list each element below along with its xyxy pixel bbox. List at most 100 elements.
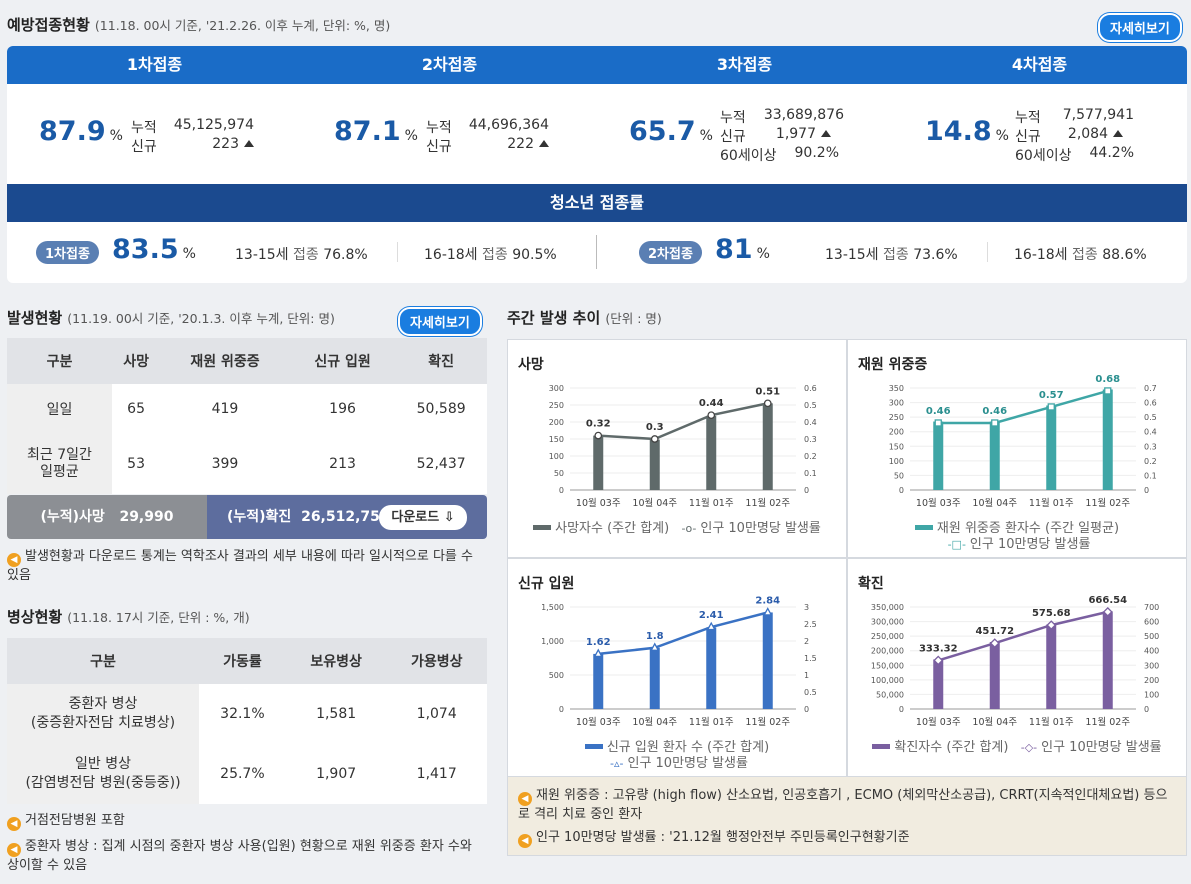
bar	[706, 415, 717, 490]
y2-tick-label: 0.4	[804, 418, 817, 427]
data-label: 0.3	[646, 422, 664, 433]
table-header-row: 구분 사망 재원 위중증 신규 입원 확진	[7, 338, 487, 384]
series-line	[598, 402, 769, 441]
bar	[593, 435, 604, 490]
vaccination-subtitle: (11.18. 00시 기준, '21.2.26. 이후 누계, 단위: %, …	[94, 18, 391, 33]
x-tick-label: 10월 03주	[576, 497, 621, 509]
cell: 1,417	[386, 744, 487, 804]
legend-bar-swatch	[872, 744, 891, 749]
x-tick-label: 11월 02주	[745, 497, 790, 509]
y-tick-label: 250	[889, 413, 904, 422]
legend-bar-label: 확진자수 (주간 합계)	[894, 740, 1009, 755]
speaker-icon: ◀	[518, 834, 532, 848]
beds-title: 병상현황	[7, 608, 63, 626]
x-tick-label: 10월 04주	[632, 716, 677, 728]
line-point	[763, 607, 773, 616]
up-arrow-icon	[821, 130, 831, 137]
vaccination-heading: 예방접종현황 (11.18. 00시 기준, '21.2.26. 이후 누계, …	[7, 14, 390, 35]
teen-second-badge: 2차접종	[639, 241, 702, 264]
data-label: 0.68	[1095, 374, 1120, 385]
dose-3-60plus-value: 90.2%	[794, 145, 839, 161]
teen-second-g1: 13-15세 접종 73.6%	[825, 247, 958, 263]
data-label: 575.68	[1032, 608, 1071, 619]
y2-tick-label: 400	[1144, 647, 1159, 656]
line-point	[707, 411, 716, 420]
teen-second-rate: 81%	[715, 234, 770, 265]
bar	[933, 659, 944, 709]
teen-first-g1: 13-15세 접종 76.8%	[235, 247, 368, 263]
y2-tick-label: 0.1	[804, 469, 817, 478]
legend-bar-label: 재원 위중증 환자수 (주간 일평균)	[936, 521, 1120, 536]
legend-bar-swatch	[914, 525, 933, 530]
line-point	[1047, 403, 1055, 411]
y-tick-label: 150,000	[871, 661, 904, 670]
data-label: 0.46	[926, 406, 951, 417]
speaker-icon: ◀	[518, 792, 532, 806]
bar	[762, 612, 773, 709]
y2-tick-label: 0	[804, 486, 809, 495]
cumulative-bar: (누적)사망 29,990 (누적)확진 26,512,754 다운로드 ⇩	[7, 495, 487, 539]
y-tick-label: 0	[899, 705, 904, 714]
cell: 196	[289, 384, 396, 434]
cell: 1,907	[285, 744, 387, 804]
line-point	[989, 638, 1000, 649]
occurrence-title: 발생현황	[7, 309, 63, 327]
chart-legend: 신규 입원 환자 수 (주간 합계) -▵- 인구 10만명당 발생률	[508, 740, 846, 772]
series-line	[598, 611, 769, 656]
cell: 25.7%	[199, 744, 286, 804]
dose-4-60plus-label: 60세이상	[1015, 148, 1072, 164]
beds-table: 구분 가동률 보유병상 가용병상 중환자 병상 (중증환자전담 치료병상) 32…	[7, 638, 487, 804]
y2-tick-label: 300	[1144, 661, 1159, 670]
chart-svg: 0 50 100 150 200 250 300 350 0 0.1 0.2 0.3 0.4 0.5 0.6…	[889, 374, 1157, 509]
dose-4-title: 4차접종	[1011, 55, 1068, 74]
y-tick-label: 200	[889, 428, 904, 437]
vaccination-panel: 1차접종 2차접종 3차접종 4차접종 87.9% 누적 45,125,974 …	[7, 46, 1187, 283]
x-tick-label: 11월 02주	[745, 716, 790, 728]
y-tick-label: 150	[889, 442, 904, 451]
data-label: 0.44	[699, 398, 724, 409]
x-tick-label: 11월 01주	[689, 716, 734, 728]
dose-2-cum-label: 누적	[426, 120, 452, 136]
dose-4-cum-label: 누적	[1015, 110, 1041, 126]
dose-3-60plus-label: 60세이상	[720, 148, 777, 164]
row-label: 일일	[7, 384, 112, 434]
y-tick-label: 0	[559, 705, 564, 714]
data-label: 0.46	[982, 406, 1007, 417]
line-point	[934, 419, 942, 427]
teen-title: 청소년 접종률	[7, 184, 1187, 222]
teen-second-g2: 16-18세 접종 88.6%	[1014, 247, 1147, 263]
chart-svg: 0 50 100 150 200 250 300 0 0.1 0.2 0.3 0.4 0.5 0.6 10월…	[549, 384, 817, 509]
bar	[762, 403, 773, 490]
y-tick-label: 350,000	[871, 603, 904, 612]
chart-panel-1: 사망 0 50 100 150 200 250 300 0 0.1 0.2 0.3 0.4 0.5 0.6 1…	[507, 339, 847, 558]
occurrence-table: 구분 사망 재원 위중증 신규 입원 확진 일일 65 419 196 50,5…	[7, 338, 487, 494]
x-tick-label: 10월 04주	[972, 716, 1017, 728]
y2-tick-label: 0.6	[804, 384, 817, 393]
bar	[989, 421, 1000, 490]
y-tick-label: 200,000	[871, 647, 904, 656]
dose-4-60plus-value: 44.2%	[1089, 145, 1134, 161]
y2-tick-label: 3	[804, 603, 809, 612]
y2-tick-label: 0.4	[1144, 428, 1157, 437]
row-label: 중환자 병상 (중증환자전담 치료병상)	[7, 684, 199, 744]
occurrence-more-button[interactable]: 자세히보기	[398, 307, 482, 336]
dose-2-new-value: 222	[462, 136, 549, 152]
dose-2-title: 2차접종	[421, 55, 478, 74]
y2-tick-label: 1	[804, 671, 809, 680]
dose-3-cum-label: 누적	[720, 110, 746, 126]
x-tick-label: 10월 03주	[916, 716, 961, 728]
vaccination-more-button[interactable]: 자세히보기	[1098, 13, 1182, 42]
download-button[interactable]: 다운로드 ⇩	[379, 505, 467, 530]
y2-tick-label: 200	[1144, 676, 1159, 685]
cell: 419	[160, 384, 290, 434]
x-tick-label: 10월 04주	[972, 497, 1017, 509]
legend-bar-label: 사망자수 (주간 합계)	[555, 521, 670, 536]
legend-line-label: 인구 10만명당 발생률	[627, 756, 748, 771]
chart-panel-4: 확진 0 50,000 100,000 150,000 200,000 250,000 300…	[847, 558, 1187, 777]
bar	[1102, 389, 1113, 490]
speaker-icon: ◀	[7, 843, 21, 857]
dose-1-cum-label: 누적	[131, 120, 157, 136]
col-header: 확진	[395, 338, 487, 384]
cell: 52,437	[395, 434, 487, 494]
col-header: 보유병상	[285, 638, 387, 684]
